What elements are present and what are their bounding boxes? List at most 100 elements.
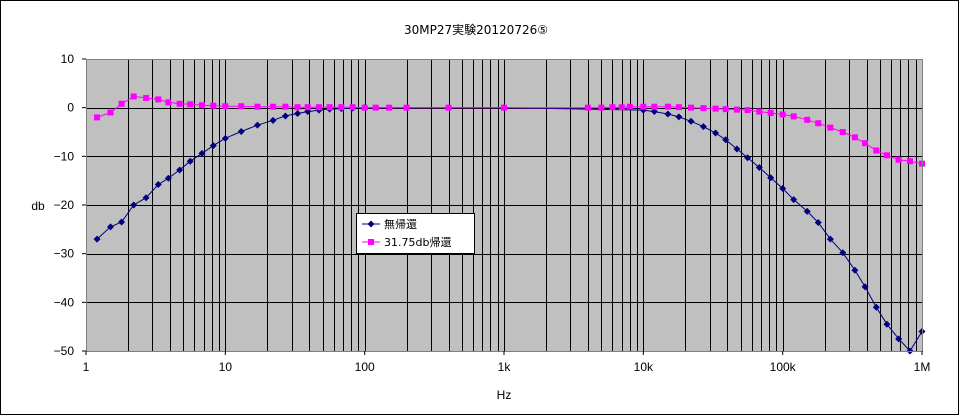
data-point (281, 112, 289, 120)
data-point (744, 107, 751, 114)
x-tick-label: 100 (355, 360, 375, 374)
data-point (238, 103, 245, 110)
data-point (827, 124, 834, 131)
data-point (349, 104, 356, 111)
data-point (403, 104, 410, 111)
legend-label: 31.75db帰還 (384, 236, 451, 249)
data-point (767, 110, 774, 117)
series-2 (94, 93, 925, 167)
data-point (790, 113, 797, 120)
y-axis-label: db (31, 199, 45, 213)
data-point (165, 99, 172, 106)
data-point (675, 104, 682, 111)
legend-entry: 無帰還 (362, 217, 417, 231)
data-point (221, 134, 229, 142)
x-tick-label: 1k (498, 360, 512, 374)
data-point (130, 93, 137, 100)
x-tick-label: 10 (219, 360, 233, 374)
data-point (598, 104, 605, 111)
legend-marker (368, 239, 374, 245)
data-point (839, 249, 847, 257)
data-point (826, 235, 834, 243)
data-point (767, 174, 775, 182)
data-point (164, 174, 172, 182)
data-point (338, 104, 345, 111)
y-tick-label: −30 (54, 247, 75, 261)
data-point (304, 104, 311, 111)
data-point (640, 103, 647, 110)
data-point (839, 129, 846, 135)
data-point (584, 104, 591, 111)
data-point (445, 104, 452, 111)
data-point (294, 110, 302, 118)
data-point (733, 145, 741, 153)
data-point (237, 128, 245, 136)
data-point (198, 149, 206, 157)
data-point (618, 104, 625, 111)
data-point (722, 106, 729, 113)
data-point (142, 194, 150, 202)
legend-marker (367, 220, 375, 228)
y-tick-label: −50 (54, 344, 75, 358)
x-axis-label: Hz (497, 388, 512, 402)
data-point (803, 207, 811, 215)
y-tick-label: −40 (54, 295, 75, 309)
data-point (386, 104, 393, 111)
data-point (862, 140, 869, 147)
data-point (712, 129, 720, 137)
data-point (779, 184, 787, 192)
data-point (198, 102, 205, 109)
data-point (790, 196, 798, 204)
data-point (675, 113, 683, 121)
data-point (154, 181, 162, 189)
data-point (712, 105, 719, 112)
data-point (176, 100, 183, 107)
data-point (155, 96, 162, 103)
data-point (222, 103, 229, 110)
data-point (282, 103, 289, 110)
data-point (779, 111, 786, 118)
data-point (804, 116, 811, 123)
data-point (187, 101, 194, 108)
data-point (209, 142, 217, 150)
data-point (755, 164, 763, 172)
data-point (210, 102, 217, 109)
data-point (626, 103, 633, 110)
data-point (143, 94, 150, 101)
data-point (107, 109, 114, 116)
data-point (906, 158, 913, 165)
data-point (94, 114, 101, 121)
legend-entry: 31.75db帰還 (362, 236, 451, 249)
chart-title: 30MP27実験20120726⑤ (404, 22, 548, 37)
data-point (372, 104, 379, 111)
legend-box (356, 213, 475, 254)
data-point (699, 123, 707, 131)
y-tick-label: −10 (54, 149, 75, 163)
data-point (501, 104, 507, 111)
data-point (873, 147, 880, 154)
x-tick-label: 10k (634, 360, 654, 374)
data-point (253, 121, 261, 129)
data-point (93, 235, 101, 243)
x-tick-label: 100k (770, 360, 797, 374)
data-point (326, 104, 333, 111)
data-point (722, 136, 730, 144)
data-point (861, 283, 869, 291)
data-point (688, 104, 695, 111)
legend-label: 無帰還 (384, 217, 417, 231)
data-point (851, 266, 859, 274)
data-point (814, 219, 822, 227)
data-point (664, 110, 672, 118)
x-tick-label: 1 (83, 360, 90, 374)
y-tick-label: −20 (54, 198, 75, 212)
data-point (700, 105, 707, 112)
data-point (664, 103, 671, 110)
data-point (186, 157, 194, 165)
data-point (118, 218, 126, 226)
data-point (130, 201, 138, 209)
y-tick-label: 10 (61, 52, 75, 66)
data-point (650, 108, 658, 116)
data-point (176, 166, 184, 174)
y-tick-label: 0 (67, 101, 74, 115)
